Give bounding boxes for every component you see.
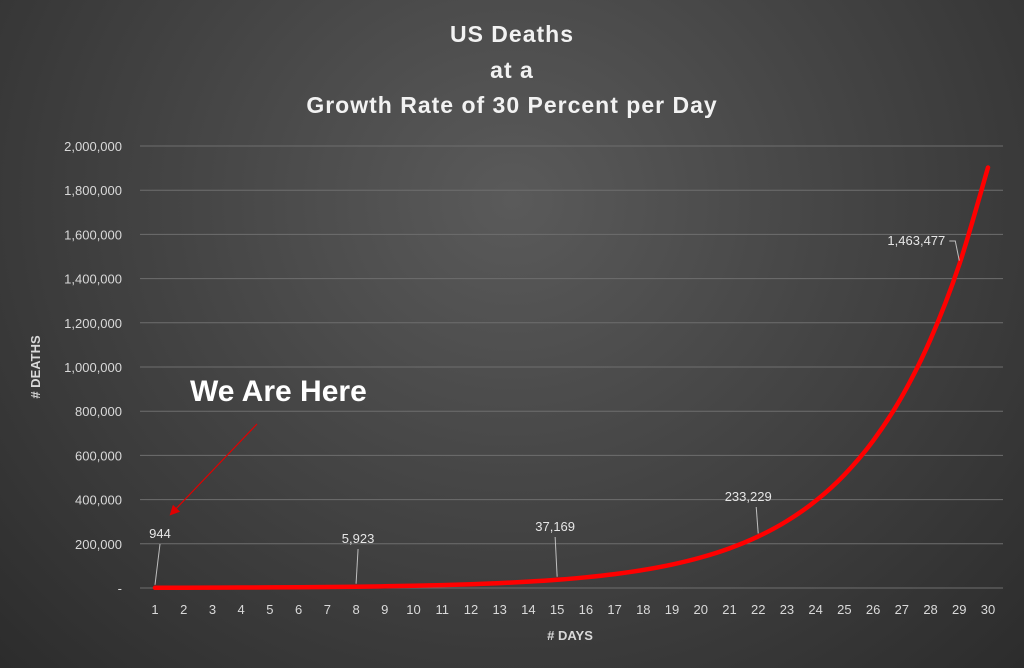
data-label-leader [949, 240, 960, 261]
data-label: 37,169 [535, 519, 575, 534]
x-tick-label: 26 [866, 602, 880, 617]
x-tick-label: 5 [266, 602, 273, 617]
x-tick-label: 16 [579, 602, 593, 617]
x-tick-label: 4 [238, 602, 245, 617]
x-tick-label: 23 [780, 602, 794, 617]
x-tick-label: 19 [665, 602, 679, 617]
x-tick-label: 1 [151, 602, 158, 617]
data-label-leader [554, 536, 558, 577]
chart-title-line-2: at a [490, 57, 534, 83]
x-tick-label: 6 [295, 602, 302, 617]
callout-arrow [169, 423, 258, 516]
x-tick-label: 17 [607, 602, 621, 617]
callout-text: We Are Here [190, 375, 367, 408]
x-tick-label: 10 [406, 602, 420, 617]
x-tick-label: 8 [352, 602, 359, 617]
x-tick-label: 20 [694, 602, 708, 617]
x-tick-label: 30 [981, 602, 995, 617]
series [152, 165, 991, 591]
y-tick-label: 400,000 [75, 493, 122, 508]
x-tick-label: 25 [837, 602, 851, 617]
y-axis-ticks: - 200,000 400,000 600,000 800,000 1,000,000 1,… [64, 139, 122, 596]
data-label-leader [355, 548, 359, 584]
data-label: 1,463,477 [887, 233, 945, 248]
y-tick-label: 800,000 [75, 404, 122, 419]
x-tick-label: 11 [435, 602, 449, 617]
x-axis-title: # DAYS [547, 628, 593, 643]
x-tick-label: 24 [808, 602, 822, 617]
x-tick-label: 29 [952, 602, 966, 617]
x-axis-ticks: 1 2 3 4 5 6 7 8 9 10 11 12 13 14 15 16 17 18 19 20 21 22 23 24 2… [151, 602, 995, 617]
x-tick-label: 2 [180, 602, 187, 617]
y-tick-label: 2,000,000 [64, 139, 122, 154]
chart-title-line-3: Growth Rate of 30 Percent per Day [306, 92, 717, 118]
y-tick-label: 200,000 [75, 537, 122, 552]
y-tick-label: 1,400,000 [64, 272, 122, 287]
x-tick-label: 9 [381, 602, 388, 617]
x-tick-label: 3 [209, 602, 216, 617]
data-label: 944 [149, 526, 171, 541]
y-axis-title: # DEATHS [28, 335, 43, 399]
x-tick-label: 12 [464, 602, 478, 617]
chart-title-line-1: US Deaths [450, 21, 574, 47]
data-labels: 944 5,923 37,169 233,229 1,463,477 [149, 233, 960, 585]
data-label-leader [154, 543, 161, 585]
y-tick-label: 600,000 [75, 448, 122, 463]
callout: We Are Here [169, 375, 367, 516]
y-tick-label: 1,000,000 [64, 360, 122, 375]
x-tick-label: 28 [923, 602, 937, 617]
chart-title: US Deaths at a Growth Rate of 30 Percent… [306, 21, 717, 118]
x-tick-label: 15 [550, 602, 564, 617]
x-tick-label: 13 [492, 602, 506, 617]
y-tick-label: 1,600,000 [64, 227, 122, 242]
y-tick-label: - [118, 581, 122, 596]
x-tick-label: 27 [895, 602, 909, 617]
data-label: 5,923 [342, 531, 375, 546]
data-label: 233,229 [725, 489, 772, 504]
x-tick-label: 18 [636, 602, 650, 617]
y-tick-label: 1,800,000 [64, 183, 122, 198]
x-tick-label: 7 [324, 602, 331, 617]
x-tick-label: 14 [521, 602, 535, 617]
data-label-leader [755, 506, 759, 534]
series-line [152, 165, 991, 591]
gridlines [140, 145, 1003, 589]
y-tick-label: 1,200,000 [64, 316, 122, 331]
x-tick-label: 21 [722, 602, 736, 617]
x-tick-label: 22 [751, 602, 765, 617]
